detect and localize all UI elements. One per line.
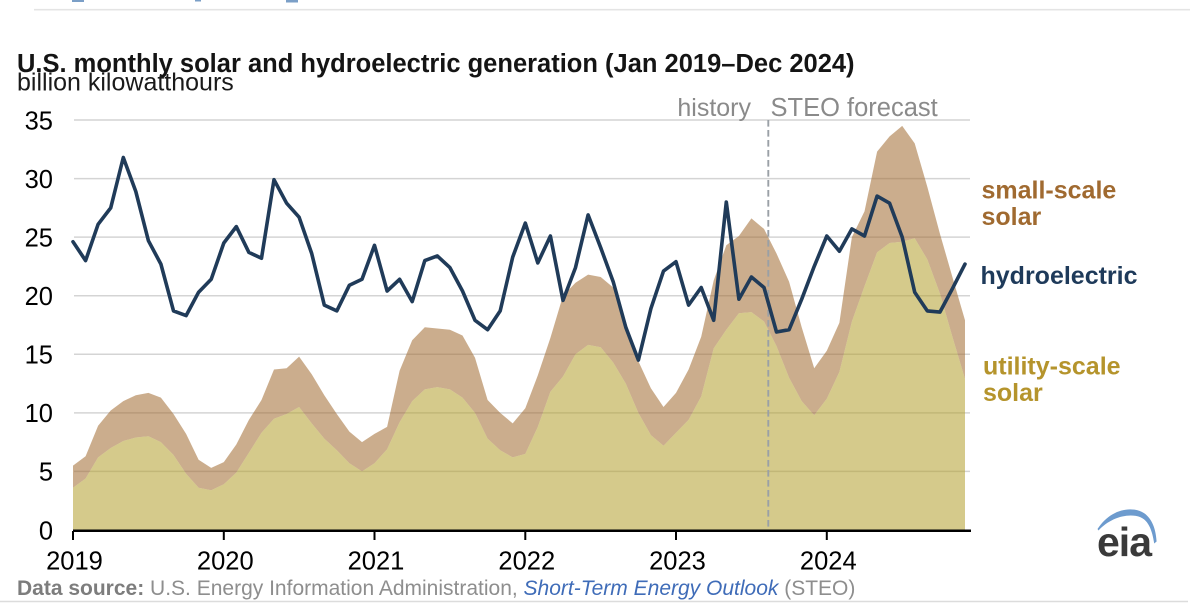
svg-text:STEO forecast: STEO forecast (771, 94, 938, 122)
svg-text:35: 35 (25, 107, 53, 135)
svg-text:history: history (677, 94, 751, 122)
svg-text:solar: solar (983, 379, 1043, 407)
svg-text:eia: eia (1097, 519, 1153, 565)
svg-text:2020: 2020 (197, 548, 254, 576)
svg-text:15: 15 (25, 342, 53, 370)
svg-text:5: 5 (39, 459, 53, 487)
svg-text:2022: 2022 (498, 548, 555, 576)
svg-text:solar: solar (982, 203, 1042, 231)
svg-text:2021: 2021 (348, 548, 405, 576)
svg-text:small-scale: small-scale (982, 177, 1117, 205)
svg-text:30: 30 (25, 166, 53, 194)
svg-text:0: 0 (39, 517, 53, 545)
svg-text:20: 20 (25, 283, 53, 311)
svg-text:U.S. monthly solar and hydroel: U.S. monthly solar and hydroelectric gen… (17, 50, 855, 78)
svg-text:hydroelectric: hydroelectric (981, 262, 1138, 290)
svg-text:10: 10 (25, 400, 53, 428)
svg-text:25: 25 (25, 224, 53, 252)
svg-text:billion kilowatthours: billion kilowatthours (17, 69, 234, 97)
svg-text:Data source: U.S. Energy Infor: Data source: U.S. Energy Information Adm… (17, 577, 855, 600)
svg-text:utility-scale: utility-scale (983, 353, 1121, 381)
svg-text:2019: 2019 (46, 548, 103, 576)
svg-text:2023: 2023 (649, 548, 706, 576)
svg-text:2024: 2024 (800, 548, 857, 576)
